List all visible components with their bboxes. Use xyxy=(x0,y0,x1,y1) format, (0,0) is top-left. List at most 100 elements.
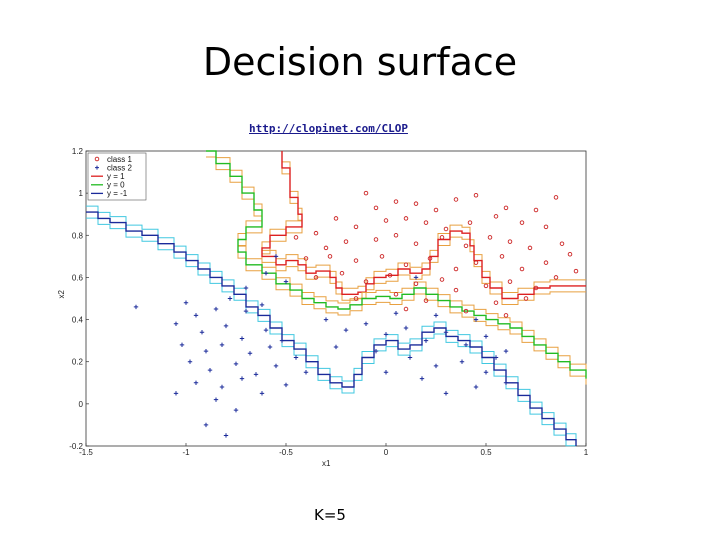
class1-point xyxy=(503,313,509,318)
legend-label: class 2 xyxy=(107,163,132,172)
class2-point xyxy=(133,304,139,310)
class2-point xyxy=(213,397,219,402)
class1-point xyxy=(403,216,409,221)
class1-point xyxy=(373,205,379,211)
class2-point xyxy=(253,372,259,377)
class1-point xyxy=(523,296,529,301)
class2-point xyxy=(493,355,499,360)
class1-point xyxy=(393,292,399,297)
class2-point xyxy=(213,306,219,312)
x-tick-label: -0.5 xyxy=(279,448,293,457)
y-tick-label: 0.6 xyxy=(72,273,84,282)
class2-point xyxy=(413,275,419,280)
class2-point xyxy=(233,407,239,413)
boundary-layer xyxy=(86,150,587,447)
class2-point xyxy=(483,334,489,339)
class2-point xyxy=(433,363,439,369)
class1-point xyxy=(293,235,299,240)
class2-point xyxy=(333,344,339,350)
boundary-y-0 xyxy=(206,150,587,379)
y-tick-label: 1.2 xyxy=(72,147,84,156)
class1-point xyxy=(373,237,379,242)
y-tick-label: 0.8 xyxy=(72,231,84,240)
class2-point xyxy=(383,332,389,337)
class1-point xyxy=(423,220,429,225)
class1-point xyxy=(487,235,493,240)
class1-point xyxy=(403,262,409,268)
y-tick-label: 0 xyxy=(79,400,84,409)
class2-point xyxy=(223,323,229,329)
y-tick-label: -0.2 xyxy=(69,442,83,451)
class2-point xyxy=(243,308,249,314)
legend-label: y = 1 xyxy=(107,172,125,181)
class2-point xyxy=(323,317,329,322)
class1-point xyxy=(353,224,359,230)
boundary-y-neg1 xyxy=(86,211,577,446)
class1-point xyxy=(463,308,469,314)
class2-point xyxy=(203,422,209,428)
class2-point xyxy=(219,342,225,348)
class1-point xyxy=(353,296,359,301)
class1-point xyxy=(573,268,579,274)
class1-point xyxy=(313,230,319,236)
y-axis-label: x2 xyxy=(57,290,66,299)
class2-point xyxy=(283,382,289,388)
class1-point xyxy=(559,241,565,246)
class2-point xyxy=(443,330,449,335)
class1-point xyxy=(339,270,345,276)
class2-point xyxy=(503,380,509,385)
legend-label: class 1 xyxy=(107,155,132,164)
class2-point xyxy=(219,384,225,390)
class2-point xyxy=(503,348,509,354)
class1-point xyxy=(303,256,309,261)
class2-point xyxy=(179,342,185,348)
y-tick-label: 1 xyxy=(79,189,84,198)
class2-point xyxy=(433,313,439,318)
class1-point xyxy=(403,306,409,312)
class2-point xyxy=(243,285,249,291)
class2-point xyxy=(207,367,213,373)
class1-point xyxy=(503,205,509,211)
class1-point xyxy=(507,279,513,284)
legend-swatch-circle xyxy=(94,156,100,162)
x-axis-label: x1 xyxy=(322,459,331,468)
class2-point xyxy=(199,330,205,335)
class1-point xyxy=(493,214,499,219)
class1-point xyxy=(327,254,333,259)
class1-point xyxy=(413,241,419,246)
class1-point xyxy=(453,197,459,202)
class1-point xyxy=(527,245,533,251)
class2-point xyxy=(233,361,239,367)
contour-y-pos1-inner xyxy=(261,157,586,305)
legend-label: y = -1 xyxy=(107,189,128,198)
class1-point xyxy=(439,277,445,282)
point-layer xyxy=(133,190,579,438)
class1-point xyxy=(467,220,473,225)
class1-point xyxy=(393,199,399,204)
source-link[interactable]: http://clopinet.com/CLOP xyxy=(249,122,408,135)
legend-label: y = 0 xyxy=(107,181,125,190)
class2-point xyxy=(193,313,199,318)
class1-point xyxy=(543,260,549,265)
class1-point xyxy=(387,273,393,278)
y-tick-label: 0.4 xyxy=(72,316,84,325)
class1-point xyxy=(473,192,479,198)
class2-point xyxy=(203,348,209,354)
class1-point xyxy=(493,300,499,305)
x-tick-label: -1.5 xyxy=(79,448,93,457)
contour-y-neg1-outer xyxy=(86,205,577,440)
class1-point xyxy=(333,216,339,221)
class1-point xyxy=(499,254,505,259)
class2-point xyxy=(363,321,369,326)
class2-point xyxy=(463,342,469,348)
class2-point xyxy=(403,325,409,331)
class2-point xyxy=(267,344,273,350)
class1-point xyxy=(343,239,349,244)
y-tick-label: 0.2 xyxy=(72,358,84,367)
class2-point xyxy=(259,302,265,308)
class2-point xyxy=(193,380,199,385)
class2-point xyxy=(407,355,413,360)
class1-point xyxy=(543,224,549,230)
class1-point xyxy=(393,233,399,238)
